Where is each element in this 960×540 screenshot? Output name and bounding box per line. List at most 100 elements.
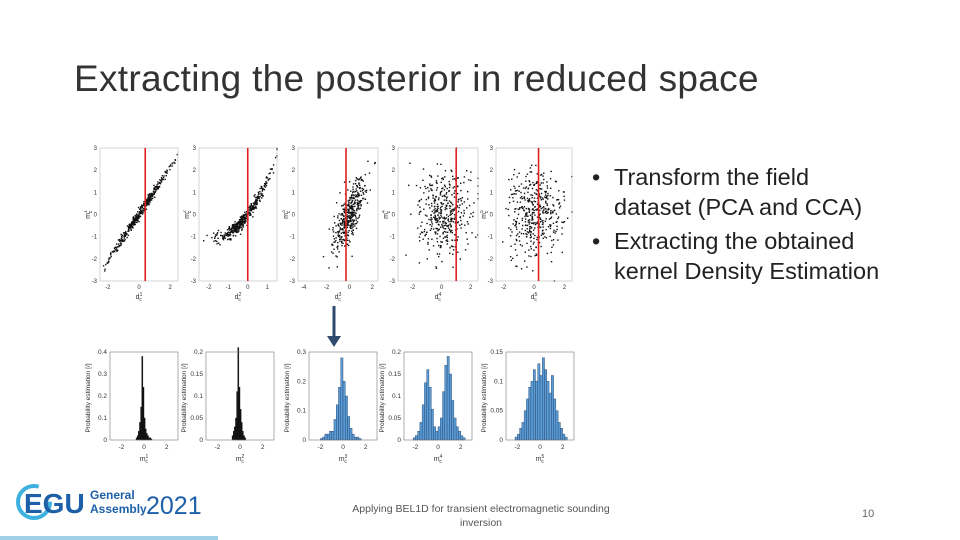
scatter-point — [419, 187, 422, 189]
axis-label: m2c — [183, 210, 193, 219]
scatter-point — [337, 215, 339, 217]
y-tick-label: -2 — [290, 257, 296, 263]
scatter-point — [355, 227, 358, 230]
scatter-point — [452, 221, 454, 223]
scatter-point — [449, 212, 452, 214]
scatter-point — [516, 239, 518, 242]
scatter-point — [422, 179, 424, 182]
scatter-point — [255, 207, 258, 209]
scatter-point — [252, 216, 254, 218]
scatter-point — [547, 209, 549, 211]
scatter-point — [563, 195, 565, 198]
scatter-point — [230, 231, 233, 233]
scatter-point — [358, 187, 361, 189]
scatter-point — [542, 229, 544, 232]
scatter-point — [346, 226, 349, 229]
scatter-point — [347, 224, 349, 226]
down-arrow-icon — [327, 306, 341, 347]
scatter-point — [530, 240, 532, 242]
scatter-point — [430, 216, 432, 219]
scatter-point — [126, 225, 129, 227]
scatter-point — [251, 206, 253, 209]
scatter-point — [122, 232, 125, 234]
scatter-point — [104, 268, 106, 270]
scatter-point — [249, 207, 252, 209]
scatter-point — [362, 197, 364, 200]
scatter-point — [123, 240, 126, 242]
scatter-point — [254, 202, 257, 204]
scatter-point — [357, 193, 359, 196]
histogram-bar — [460, 435, 464, 441]
scatter-point — [147, 197, 149, 199]
scatter-point — [456, 206, 458, 208]
scatter-point — [132, 216, 135, 218]
scatter-point — [265, 177, 268, 179]
scatter-point — [109, 257, 111, 259]
scatter-point — [441, 225, 444, 227]
scatter-point — [350, 227, 352, 230]
scatter-point — [457, 185, 459, 187]
scatter-point — [269, 168, 272, 170]
scatter-point — [458, 206, 460, 209]
scatter-point — [434, 205, 436, 208]
scatter-point — [454, 218, 456, 220]
histogram-bar — [326, 433, 330, 441]
histogram-bar — [338, 387, 341, 441]
scatter-point — [438, 244, 440, 247]
scatter-point — [227, 238, 229, 241]
scatter-point — [346, 218, 348, 220]
scatter-point — [123, 234, 126, 237]
scatter-point — [349, 241, 351, 243]
scatter-point — [536, 222, 538, 225]
scatter-point — [352, 223, 354, 225]
x-tick-label: 2 — [371, 285, 375, 291]
scatter-point — [448, 200, 451, 202]
histogram-bar — [557, 422, 561, 441]
scatter-point — [351, 194, 353, 196]
scatter-point — [553, 209, 556, 212]
y-tick-label: -3 — [92, 279, 98, 285]
scatter-point — [259, 196, 261, 198]
scatter-point — [350, 224, 352, 227]
scatter-point — [174, 159, 177, 161]
scatter-point — [434, 215, 437, 218]
scatter-point — [529, 200, 531, 202]
scatter-point — [358, 193, 360, 195]
scatter-point — [231, 229, 233, 231]
scatter-point — [453, 214, 456, 216]
scatter-point — [374, 161, 376, 164]
scatter-point — [515, 226, 518, 228]
scatter-point — [352, 229, 354, 231]
scatter-point — [138, 215, 141, 217]
scatter-point — [360, 194, 363, 196]
scatter-point — [231, 227, 233, 229]
scatter-point — [216, 233, 218, 235]
scatter-point — [343, 220, 345, 222]
scatter-point — [351, 215, 353, 217]
scatter-point — [434, 218, 437, 220]
scatter-point — [231, 225, 233, 227]
scatter-point — [156, 184, 158, 186]
scatter-point — [123, 235, 125, 238]
scatter-point — [533, 223, 535, 225]
scatter-point — [342, 242, 344, 245]
x-tick-label: 0 — [341, 444, 345, 451]
scatter-point — [356, 184, 358, 187]
scatter-point — [545, 195, 548, 197]
scatter-point — [261, 197, 263, 199]
scatter-point — [444, 169, 447, 172]
scatter-point — [459, 204, 461, 206]
scatter-point — [432, 228, 435, 230]
scatter-point — [352, 190, 354, 193]
scatter-point — [168, 165, 170, 168]
scatter-point — [131, 223, 134, 226]
scatter-point — [228, 228, 230, 230]
x-tick-label: 0 — [532, 285, 536, 291]
scatter-point — [446, 204, 448, 207]
scatter-point — [136, 221, 138, 224]
scatter-point — [515, 234, 518, 237]
scatter-point — [445, 205, 448, 208]
scatter-point — [516, 254, 518, 257]
scatter-point — [539, 188, 541, 190]
